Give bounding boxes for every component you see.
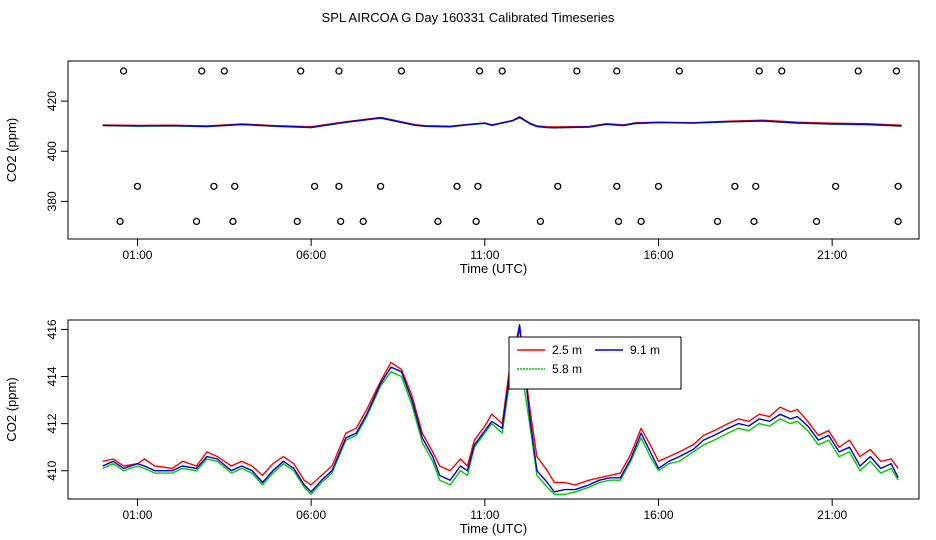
scatter-point [637,217,645,226]
scatter-point [335,182,343,191]
scatter-point [220,67,228,75]
scatter-point [894,182,902,191]
scatter-point [434,217,442,226]
x-tick-label: 06:00 [296,508,326,522]
scatter-point [554,182,562,191]
scatter-point [229,217,237,226]
scatter-point [654,182,663,191]
scatter-point [613,182,621,191]
scatter-point [335,67,343,75]
scatter-point [750,217,758,226]
y-axis-label: CO2 (ppm) [4,118,19,182]
y-tick-label: 416 [45,319,59,339]
scatter-point [892,67,901,75]
scatter-point [210,182,218,191]
series-line-9-1-m [102,116,902,129]
x-axis-label: Time (UTC) [460,261,527,276]
scatter-point [472,217,480,226]
scatter-point [198,67,206,75]
scatter-point [293,217,301,226]
scatter-point [831,182,840,191]
scatter-point [231,182,239,191]
x-tick-label: 16:00 [643,508,673,522]
plot-frame [67,319,920,500]
scatter-point [498,67,506,75]
scatter-point [894,217,902,226]
scatter-point [475,67,484,75]
scatter-point [675,67,683,75]
scatter-point [713,217,722,226]
series-line-9-1-m [102,324,899,493]
scatter-point [297,67,305,75]
series-group [102,324,899,495]
scatter-point [133,182,142,191]
y-axis-label: CO2 (ppm) [4,377,19,441]
series-group [102,115,902,129]
y-tick-label: 410 [45,460,59,480]
x-axis-label: Time (UTC) [460,521,527,536]
y-tick-label: 400 [45,141,59,161]
bottom-panel: 01:00 06:00 11:00 16:00 21:00 Time (UTC) 410 41… [4,319,920,536]
scatter-point [337,217,345,226]
series-line-5-8-m [102,357,899,495]
x-tick-label: 11:00 [470,248,499,262]
scatter-point [310,182,319,191]
chart-title: SPL AIRCOA G Day 160331 Calibrated Times… [322,10,615,25]
scatter-point [752,182,760,191]
y-tick-label: 412 [45,413,59,433]
legend-label: 2.5 m [552,343,582,357]
top-panel: 01:00 06:00 11:00 16:00 21:00 Time (UTC) 380 40… [4,60,920,276]
scatter-point [613,67,621,75]
scatter-point [614,217,623,226]
scatter-point [778,67,786,75]
legend-box [508,336,682,390]
x-tick-label: 21:00 [817,248,847,262]
scatter-point [359,217,367,226]
x-tick-label: 01:00 [122,508,152,522]
scatter-point [474,182,482,191]
series-line-2-5-m [102,328,899,486]
legend: 2.5 m 5.8 m 9.1 m [508,336,682,390]
scatter-point [376,182,385,191]
scatter-point [192,217,201,226]
scatter-point [453,182,461,191]
scatter-point [536,217,545,226]
scatter-point [854,67,862,75]
scatter-point [397,67,406,75]
scatter-point [116,217,124,226]
x-tick-label: 01:00 [122,248,152,262]
x-tick-label: 11:00 [470,508,499,522]
scatter-point [119,67,128,75]
x-tick-label: 16:00 [643,248,673,262]
scatter-point [755,67,763,75]
legend-label: 9.1 m [630,343,660,357]
y-tick-label: 420 [45,91,59,111]
y-tick-label: 414 [45,366,59,386]
plot-frame [67,60,920,240]
scatter-point [812,217,821,226]
x-tick-label: 21:00 [817,508,847,522]
x-tick-label: 06:00 [296,248,326,262]
scatter-point [731,182,739,191]
scatter-point [573,67,581,75]
legend-label: 5.8 m [552,362,582,376]
y-tick-label: 380 [45,191,59,211]
